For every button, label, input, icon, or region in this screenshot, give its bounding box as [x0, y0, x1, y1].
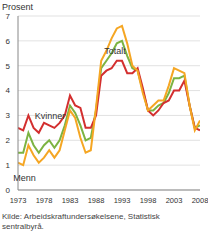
svg-text:1973: 1973 [10, 196, 27, 205]
html-text:Kilde: Arbeidskraftundersøkels: Kilde: Arbeidskraftundersøkelsene, Stati… [2, 212, 160, 231]
svg-text:2008: 2008 [192, 196, 200, 205]
svg-text:2: 2 [8, 136, 11, 145]
svg-text:6: 6 [8, 37, 11, 46]
svg-text:Kvinner: Kvinner [35, 111, 66, 121]
svg-text:2003: 2003 [166, 196, 183, 205]
svg-text:5: 5 [8, 62, 11, 71]
svg-text:4: 4 [8, 86, 11, 95]
svg-text:1998: 1998 [140, 196, 157, 205]
html-text:Prosent: Prosent [2, 2, 33, 12]
svg-text:Menn: Menn [13, 173, 36, 183]
svg-text:1983: 1983 [62, 196, 79, 205]
svg-text:1993: 1993 [114, 196, 131, 205]
svg-text:1: 1 [8, 161, 11, 170]
svg-text:0: 0 [8, 186, 11, 195]
svg-text:7: 7 [8, 12, 11, 21]
svg-text:Totalt: Totalt [104, 46, 126, 56]
svg-text:3: 3 [8, 111, 11, 120]
svg-text:1978: 1978 [36, 196, 53, 205]
svg-text:1988: 1988 [88, 196, 105, 205]
